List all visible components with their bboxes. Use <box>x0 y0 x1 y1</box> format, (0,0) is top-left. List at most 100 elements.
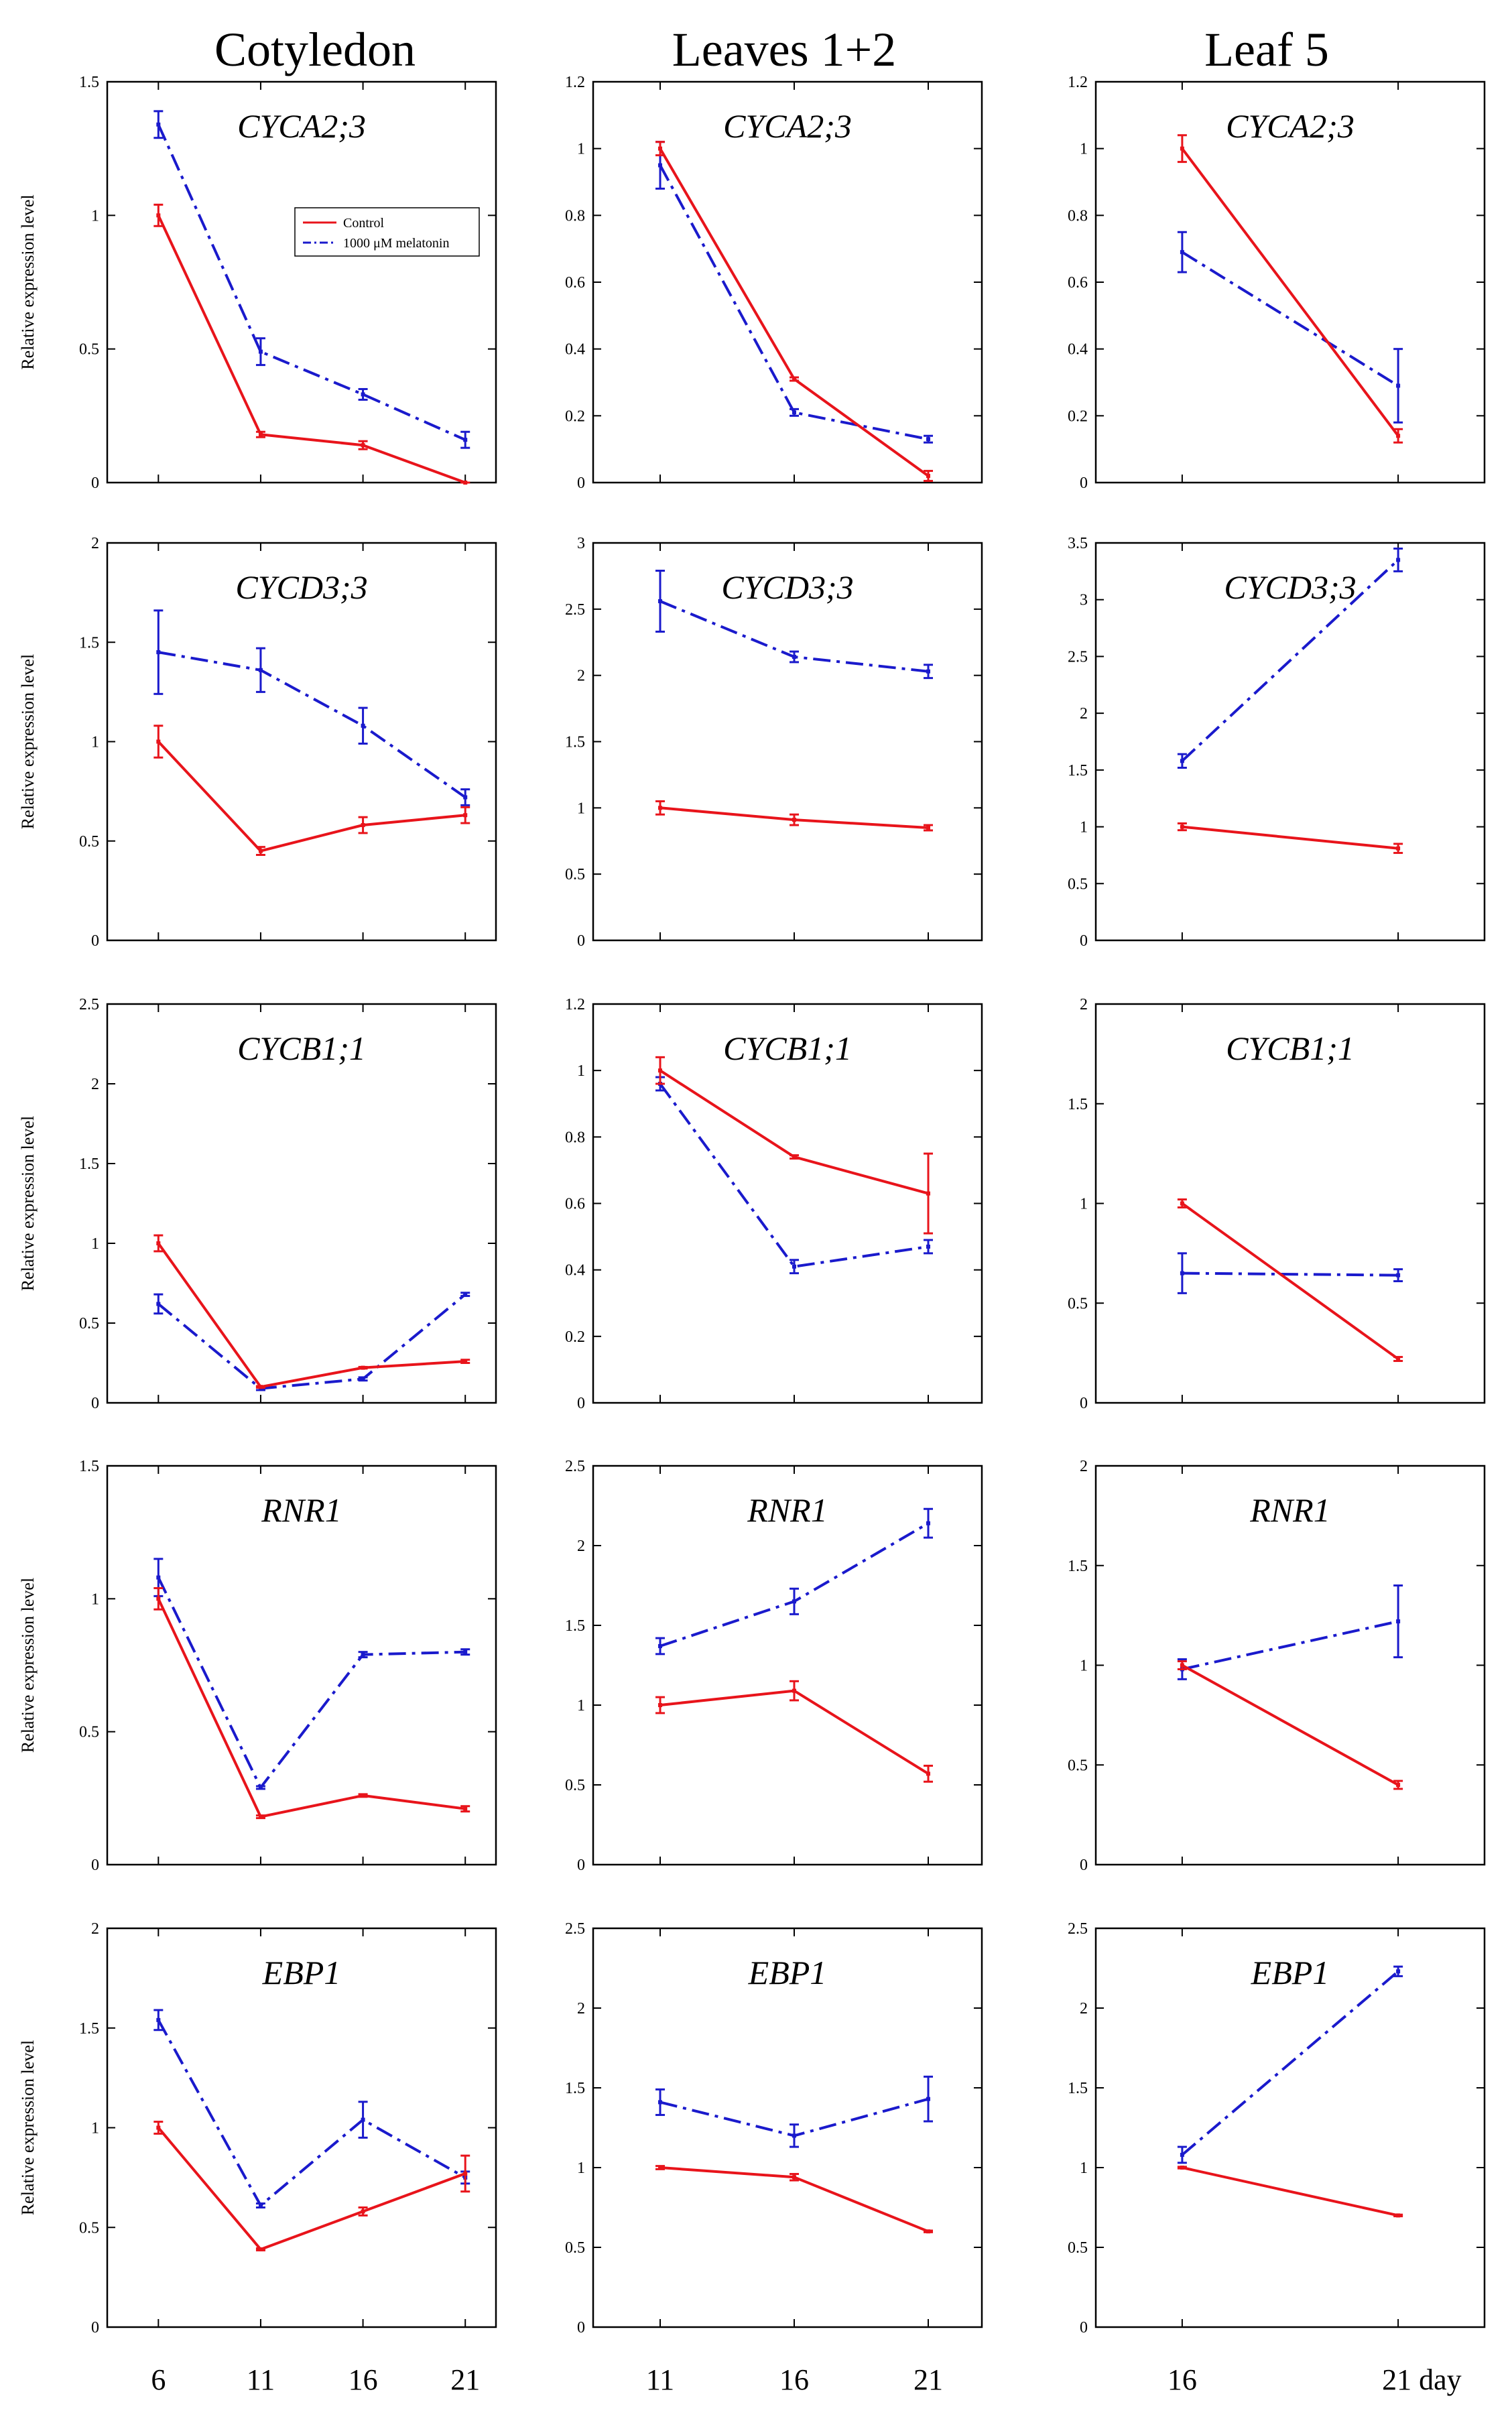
melatonin-point <box>156 650 161 655</box>
series-control-line <box>157 1242 466 1389</box>
gene-title: CYCD3;3 <box>721 568 853 606</box>
control-point <box>258 849 263 853</box>
y-tick-label: 1 <box>91 2120 99 2137</box>
y-tick-label: 0 <box>91 1395 99 1412</box>
melatonin-point <box>258 349 263 354</box>
control-point <box>463 813 468 818</box>
control-point <box>926 1771 930 1776</box>
gene-title: EBP1 <box>262 1954 341 1991</box>
y-tick-label: 0.5 <box>79 2219 99 2237</box>
y-tick-label: 1.5 <box>1068 1558 1088 1575</box>
series-melatonin-line <box>1181 1970 1399 2156</box>
y-tick-label: 1 <box>577 1697 585 1715</box>
y-tick-label: 0.4 <box>565 1262 585 1280</box>
y-axis-label: Relative expression level <box>18 2040 38 2215</box>
control-point <box>1180 146 1184 151</box>
y-tick-label: 2 <box>577 2000 585 2017</box>
y-tick-label: 3 <box>1080 592 1088 609</box>
y-tick-label: 0 <box>1080 2319 1088 2336</box>
control-point <box>1180 1663 1184 1668</box>
y-tick-label: 0 <box>1080 1857 1088 1874</box>
control-point <box>926 2229 930 2234</box>
control-point <box>658 1068 662 1073</box>
column-title-cotyledon: Cotyledon <box>214 23 416 76</box>
panel-cotyledon-rnr1: 0 0.5 1 1.5 Relative expression level RNR1 <box>18 1458 497 1874</box>
melatonin-point <box>361 2117 365 2122</box>
control-point <box>792 1155 796 1160</box>
y-tick-label: 1.2 <box>565 74 585 91</box>
series-control-line <box>157 1598 466 1818</box>
melatonin-point <box>1396 558 1401 562</box>
y-tick-label: 1 <box>91 1235 99 1253</box>
plot-frame <box>592 1927 983 2328</box>
melatonin-point <box>926 669 930 674</box>
melatonin-point <box>1396 1969 1401 1974</box>
y-tick-label: 2 <box>1080 705 1088 723</box>
y-tick-label: 0.5 <box>1068 1295 1088 1312</box>
gene-title: CYCA2;3 <box>723 107 852 145</box>
panel-leaves-1-2-cyca2-3: 0 0.2 0.4 0.6 0.8 1 1.2 CYCA2;3 <box>565 74 983 492</box>
y-axis-label: Relative expression level <box>18 1116 38 1291</box>
control-point <box>463 2171 468 2176</box>
y-tick-label: 1.5 <box>565 734 585 751</box>
legend-box <box>294 207 480 257</box>
x-tick-label: 16 <box>349 2363 378 2396</box>
y-tick-label: 0 <box>577 1857 585 1874</box>
y-tick-label: 0.5 <box>1068 1757 1088 1774</box>
legend-melatonin-label: 1000 μM melatonin <box>343 236 450 251</box>
y-tick-label: 2 <box>91 535 99 552</box>
y-tick-label: 0.2 <box>565 1328 585 1346</box>
control-point <box>1396 2213 1401 2218</box>
panel-leaf-5-cyca2-3: 0 0.2 0.4 0.6 0.8 1 1.2 CYCA2;3 <box>1068 74 1486 492</box>
column-title-leaf-5: Leaf 5 <box>1204 23 1329 76</box>
y-tick-label: 1.2 <box>1068 74 1088 91</box>
y-tick-label: 2 <box>1080 1458 1088 1475</box>
melatonin-point <box>792 1264 796 1269</box>
melatonin-point <box>1180 759 1184 763</box>
control-point <box>1396 846 1401 851</box>
y-tick-label: 0 <box>91 932 99 950</box>
y-tick-label: 0.6 <box>1068 274 1088 292</box>
series-control-line <box>157 214 466 484</box>
melatonin-point <box>156 122 161 127</box>
y-tick-label: 1 <box>91 207 99 225</box>
y-tick-label: 0 <box>91 1857 99 1874</box>
plot-frame <box>106 1464 497 1866</box>
control-point <box>463 481 468 485</box>
y-tick-label: 1 <box>1080 1658 1088 1675</box>
series-melatonin-line <box>659 1521 930 1647</box>
melatonin-point <box>361 723 365 728</box>
y-tick-label: 2 <box>1080 996 1088 1013</box>
melatonin-point <box>156 1575 161 1580</box>
y-tick-label: 0 <box>1080 932 1088 950</box>
melatonin-point <box>258 668 263 672</box>
series-control-line <box>157 741 466 853</box>
series-control-line <box>1181 147 1399 437</box>
melatonin-point <box>926 1244 930 1249</box>
panel-leaf-5-cycd3-3: 0 0.5 1 1.5 2 2.5 3 3.5 CYCD3;3 <box>1068 535 1486 950</box>
gene-title: RNR1 <box>747 1491 827 1529</box>
y-tick-label: 0 <box>91 2319 99 2336</box>
y-tick-label: 2.5 <box>565 1458 585 1475</box>
melatonin-point <box>1180 250 1184 255</box>
panel-leaves-1-2-cycb1-1: 0 0.2 0.4 0.6 0.8 1 1.2 CYCB1;1 <box>565 996 983 1412</box>
y-tick-label: 0.4 <box>565 341 585 359</box>
panel-leaves-1-2-cycd3-3: 0 0.5 1 1.5 2 2.5 3 CYCD3;3 <box>565 535 983 950</box>
y-tick-label: 0.2 <box>1068 408 1088 425</box>
column-title-leaves-1-2: Leaves 1+2 <box>672 23 896 76</box>
control-point <box>792 2175 796 2180</box>
control-point <box>361 1793 365 1798</box>
y-tick-label: 0 <box>577 2319 585 2336</box>
y-tick-label: 0 <box>1080 475 1088 492</box>
control-point <box>926 825 930 830</box>
y-tick-label: 3.5 <box>1068 535 1088 552</box>
plot-frame <box>106 1003 497 1404</box>
melatonin-point <box>361 1377 365 1381</box>
series-melatonin-line <box>158 1293 466 1390</box>
x-tick-label: 16 <box>1168 2363 1197 2396</box>
plot-frame <box>592 1464 983 1866</box>
y-tick-label: 1.5 <box>565 2080 585 2097</box>
melatonin-point <box>792 2133 796 2138</box>
x-tick-label: 11 <box>247 2363 275 2396</box>
